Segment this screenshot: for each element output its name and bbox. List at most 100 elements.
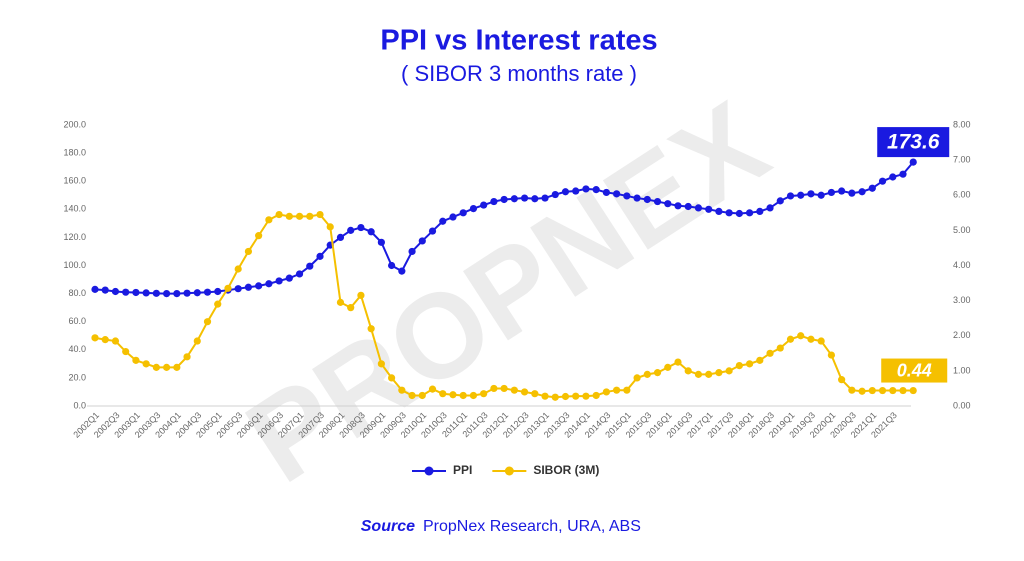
legend-marker [424,466,434,476]
data-point [889,386,897,395]
data-point [449,391,457,399]
data-point [531,195,539,203]
data-point [295,270,304,278]
data-point [244,283,253,291]
data-point [602,188,610,197]
y2-tick-label: 2.00 [953,330,971,340]
watermark: PROPNEX [224,76,789,508]
data-point [582,392,590,400]
data-point [817,191,825,199]
data-point [275,210,283,219]
data-point [316,252,324,260]
data-point [101,336,109,344]
data-point [459,209,467,217]
y-tick-label: 20.0 [68,372,86,382]
data-point [480,390,488,398]
data-point [224,284,232,292]
data-point [551,190,559,199]
data-point [428,227,437,235]
data-point [653,197,662,206]
data-point [377,360,385,368]
data-point [275,277,283,285]
data-point [776,197,784,205]
data-point [838,376,846,384]
data-point [684,202,692,211]
data-point [173,290,181,298]
data-point [111,287,120,296]
data-point [510,386,518,394]
data-point [234,265,242,273]
data-point [633,194,641,202]
data-point [408,247,416,256]
data-point [745,360,754,368]
data-point [838,187,846,195]
data-point [848,386,856,394]
data-point [480,201,488,209]
data-point [602,388,610,396]
y-tick-label: 120.0 [63,232,86,242]
data-point [561,392,570,401]
data-point [142,360,150,368]
data-point [653,369,662,377]
data-point [214,300,222,308]
data-point [347,304,355,312]
data-point [797,332,805,340]
legend-marker [504,466,514,476]
y2-tick-label: 8.00 [953,119,971,129]
data-point [183,289,191,297]
data-point [520,194,529,202]
data-point [255,232,263,240]
data-point [122,347,130,356]
data-point [705,205,713,213]
data-point [735,209,743,218]
data-point [234,285,242,293]
legend-label: PPI [453,463,472,477]
data-point [255,282,263,290]
data-point [418,237,426,245]
data-point [776,344,784,352]
data-point [827,351,836,359]
data-point [592,186,600,194]
end-label: 0.44 [897,360,932,380]
data-point [715,369,723,377]
data-point [111,337,120,345]
data-point [756,207,764,216]
data-point [152,289,160,297]
data-point [398,267,406,275]
data-point [766,349,774,357]
data-point [541,194,549,202]
y-tick-label: 40.0 [68,344,86,354]
data-point [858,387,866,395]
data-point [674,358,682,366]
data-point [725,367,733,375]
data-point [613,386,621,394]
data-point [152,363,160,371]
data-point [91,334,99,342]
y-tick-label: 60.0 [68,316,86,326]
data-point [858,188,866,196]
y2-tick-label: 3.00 [953,295,971,305]
end-label-box [881,358,948,383]
y-tick-label: 180.0 [63,147,86,157]
data-point [203,288,212,296]
data-point [684,367,692,375]
data-point [428,385,437,393]
data-point [265,280,273,288]
data-point [725,209,733,217]
data-point [459,391,467,400]
data-point [244,247,253,256]
data-point [347,226,355,234]
y2-tick-label: 7.00 [953,155,971,165]
data-point [797,191,805,199]
data-point [643,195,651,204]
data-point [674,202,682,210]
data-point [162,290,171,298]
data-point [295,212,304,220]
data-point [214,287,222,296]
data-point [449,213,457,221]
end-label-box [877,127,950,158]
y-tick-label: 100.0 [63,260,86,270]
data-point [193,337,201,345]
data-point [439,217,447,225]
